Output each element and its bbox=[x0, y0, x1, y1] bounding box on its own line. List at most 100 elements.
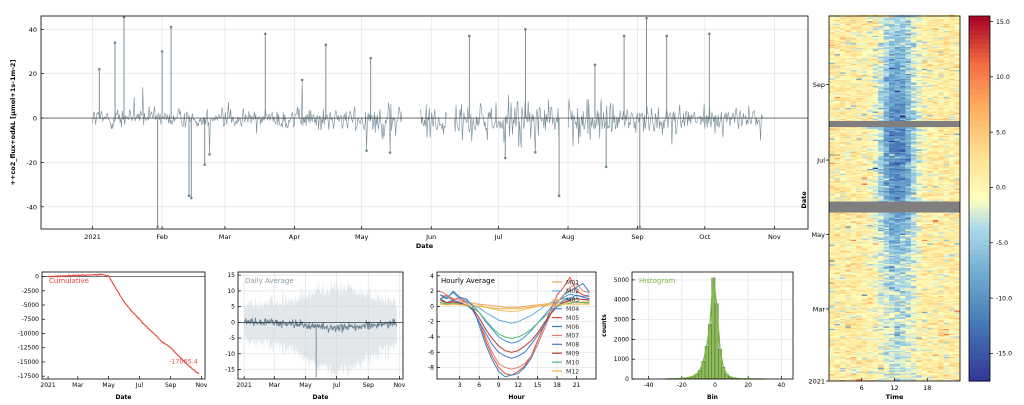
data-point bbox=[369, 57, 372, 60]
y-tick-label: 0 bbox=[625, 376, 629, 383]
panel-label: Daily Average bbox=[245, 277, 294, 285]
x-axis-label: Bin bbox=[707, 394, 718, 401]
x-tick-label: 3 bbox=[458, 382, 462, 389]
data-point bbox=[558, 194, 561, 197]
y-tick-label: 4 bbox=[430, 273, 434, 280]
x-tick-label: 18 bbox=[553, 382, 561, 389]
x-axis-label: Date bbox=[416, 242, 434, 250]
legend-entry: M07 bbox=[566, 333, 579, 340]
data-point bbox=[645, 17, 648, 20]
data-point bbox=[524, 28, 527, 31]
y-tick-label: 2000 bbox=[614, 336, 629, 343]
x-tick-label: Jul bbox=[494, 233, 503, 241]
x-tick-label: 2021 bbox=[40, 382, 55, 389]
x-tick-label: 6 bbox=[477, 382, 481, 389]
x-tick-label: Jul bbox=[135, 382, 144, 389]
x-axis-label: Date bbox=[313, 394, 329, 401]
x-tick-label: -40 bbox=[644, 382, 654, 389]
x-tick-label: Jun bbox=[425, 233, 436, 241]
y-tick-label: 1000 bbox=[614, 356, 629, 363]
x-tick-label: Aug bbox=[562, 233, 575, 241]
data-point bbox=[389, 151, 392, 154]
data-point bbox=[156, 225, 159, 228]
y-tick-label: -17500 bbox=[18, 373, 39, 380]
y-tick-label: 3000 bbox=[614, 317, 629, 324]
data-point bbox=[161, 50, 164, 53]
x-axis-label: Date bbox=[116, 394, 132, 401]
data-point bbox=[190, 197, 193, 200]
y-tick-label: -10000 bbox=[18, 330, 39, 337]
y-tick-label: -2500 bbox=[22, 288, 40, 295]
y-tick-label: -7500 bbox=[22, 316, 40, 323]
data-point bbox=[594, 64, 597, 67]
x-tick-label: 40 bbox=[778, 382, 786, 389]
x-tick-label: -20 bbox=[677, 382, 687, 389]
x-tick-label: 15 bbox=[534, 382, 542, 389]
y-axis-label: ++co2_flux+odAL [µmol+1s-1m-2] bbox=[9, 60, 17, 186]
data-point bbox=[325, 44, 328, 47]
x-tick-label: Nov bbox=[768, 233, 781, 241]
y-tick-label: 5000 bbox=[614, 277, 629, 284]
y-tick-label: -2 bbox=[428, 319, 434, 326]
data-point bbox=[665, 35, 668, 38]
legend-entry: M12 bbox=[566, 368, 579, 375]
y-tick-label: -15 bbox=[225, 367, 235, 374]
y-tick-label: -5000 bbox=[22, 302, 40, 309]
x-tick-label: Sep bbox=[165, 382, 177, 389]
y-tick-label: 10 bbox=[227, 288, 235, 295]
x-tick-label: Sep bbox=[363, 382, 375, 389]
y-tick-label: 40 bbox=[29, 26, 37, 34]
legend-entry: M04 bbox=[566, 306, 579, 313]
x-tick-label: May bbox=[299, 382, 312, 389]
x-tick-label: 2021 bbox=[84, 233, 101, 241]
y-tick-label: 20 bbox=[29, 70, 37, 78]
y-tick-label: 2 bbox=[430, 288, 434, 295]
data-point bbox=[605, 166, 608, 169]
x-tick-label: 9 bbox=[497, 382, 501, 389]
y-tick-label: -10 bbox=[225, 351, 235, 358]
x-tick-label: 21 bbox=[573, 382, 581, 389]
data-point bbox=[208, 153, 211, 156]
data-point bbox=[708, 32, 711, 35]
data-point bbox=[264, 32, 267, 35]
y-tick-label: -6 bbox=[428, 349, 434, 356]
x-tick-label: 20 bbox=[744, 382, 752, 389]
panel-label: Histogram bbox=[639, 277, 675, 285]
x-tick-label: 2021 bbox=[236, 382, 251, 389]
legend-entry: M02 bbox=[566, 288, 579, 295]
legend-entry: M03 bbox=[566, 297, 579, 304]
x-tick-label: Feb bbox=[156, 233, 168, 241]
y-tick-label: 15 bbox=[227, 272, 235, 279]
x-tick-label: 12 bbox=[514, 382, 522, 389]
data-point bbox=[504, 157, 507, 160]
data-point bbox=[623, 35, 626, 38]
flux-series-line bbox=[93, 80, 763, 154]
y-tick-label: -5 bbox=[229, 335, 235, 342]
data-point bbox=[365, 149, 368, 152]
x-tick-label: May bbox=[355, 233, 369, 241]
y-tick-label: 0 bbox=[35, 274, 39, 281]
y-tick-label: -12500 bbox=[18, 345, 39, 352]
legend-entry: M10 bbox=[566, 359, 579, 366]
y-tick-label: 0 bbox=[430, 303, 434, 310]
y-tick-label: 0 bbox=[33, 115, 37, 123]
legend-entry: M06 bbox=[566, 324, 579, 331]
legend-entry: M08 bbox=[566, 342, 579, 349]
data-point bbox=[170, 26, 173, 29]
y-tick-label: 0 bbox=[231, 319, 235, 326]
legend-entry: M05 bbox=[566, 315, 579, 322]
data-point bbox=[188, 194, 191, 197]
x-tick-label: Sep bbox=[631, 233, 643, 241]
x-tick-label: Nov bbox=[196, 382, 208, 389]
x-tick-label: Nov bbox=[394, 382, 406, 389]
y-tick-label: -40 bbox=[26, 203, 37, 211]
y-axis-label: counts bbox=[601, 314, 608, 337]
data-point bbox=[638, 225, 641, 228]
